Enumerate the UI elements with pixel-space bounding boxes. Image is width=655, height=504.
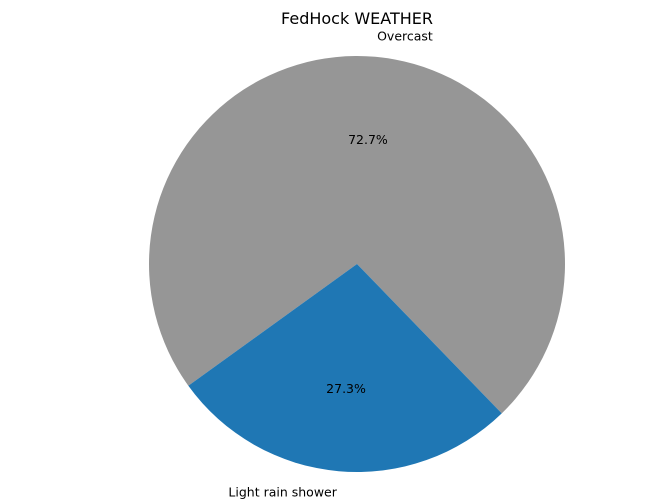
pie-label-light-rain-shower: Light rain shower [228,484,337,499]
pie-label-overcast: Overcast [377,29,433,44]
pie-slice-overcast [148,56,565,414]
pie-pct-label-overcast: 72.7% [348,132,388,147]
pie-slice-light-rain-shower [188,264,502,473]
chart-title: FedHock WEATHER [281,9,433,28]
pie-labels: 72.7% Overcast 27.3% Light rain shower [228,29,433,500]
pie-pct-label-light-rain-shower: 27.3% [326,381,366,396]
pie-slices [148,56,565,473]
